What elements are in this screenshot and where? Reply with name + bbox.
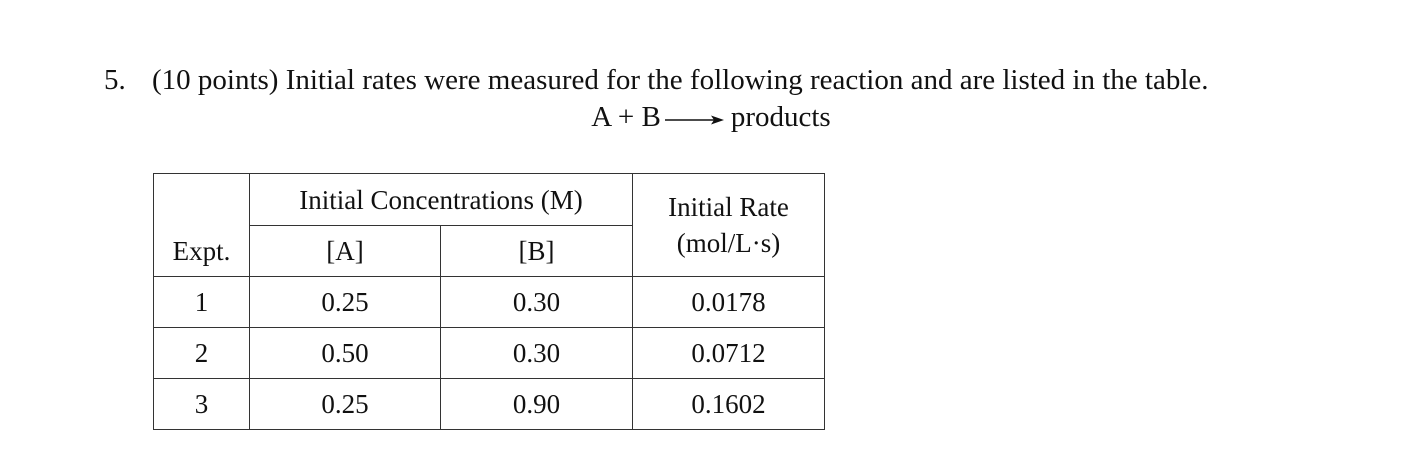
reaction-arrow-icon — [664, 99, 725, 135]
question-number: 5. — [104, 64, 126, 96]
table-row: 2 0.50 0.30 0.0712 — [153, 327, 825, 379]
products: products — [730, 101, 831, 133]
expt-cell: 2 — [153, 327, 250, 379]
expt-cell: 3 — [153, 378, 250, 430]
rate-cell: 0.0178 — [632, 276, 825, 328]
a-cell: 0.25 — [249, 276, 441, 328]
rates-table: Initial Concentrations (M) Initial Rate … — [153, 173, 825, 430]
b-cell: 0.30 — [440, 327, 633, 379]
rate-cell: 0.1602 — [632, 378, 825, 430]
question-line: 5. (10 points) Initial rates were measure… — [104, 62, 1209, 98]
table-header-row-bottom: Expt. [A] [B] — [153, 225, 825, 277]
a-cell: 0.25 — [249, 378, 441, 430]
a-cell: 0.50 — [249, 327, 441, 379]
reaction-equation: A + B products — [0, 99, 1422, 137]
table-row: 1 0.25 0.30 0.0178 — [153, 276, 825, 328]
table-header-row-top: Initial Concentrations (M) Initial Rate … — [153, 173, 825, 277]
initial-rate-units: (mol/L·s) — [676, 228, 781, 258]
b-header: [B] — [440, 225, 633, 277]
initial-rate-header: Initial Rate (mol/L·s) — [632, 173, 825, 277]
expt-cell: 1 — [153, 276, 250, 328]
b-cell: 0.30 — [440, 276, 633, 328]
b-cell: 0.90 — [440, 378, 633, 430]
question-text: (10 points) Initial rates were measured … — [152, 64, 1209, 96]
table-row: 3 0.25 0.90 0.1602 — [153, 378, 825, 430]
initial-rate-label: Initial Rate — [668, 192, 789, 222]
concentrations-header: Initial Concentrations (M) — [249, 173, 633, 226]
expt-header: Expt. — [153, 225, 250, 277]
a-header: [A] — [249, 225, 441, 277]
reactants: A + B — [591, 101, 661, 133]
rate-cell: 0.0712 — [632, 327, 825, 379]
header-blank-cell — [153, 173, 250, 226]
